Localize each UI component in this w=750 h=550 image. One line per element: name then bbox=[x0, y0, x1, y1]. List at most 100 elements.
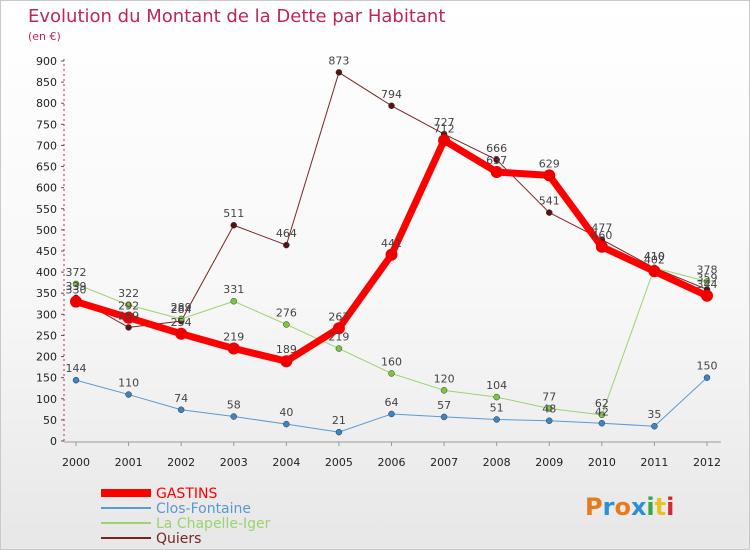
data-point-gastins bbox=[385, 248, 398, 261]
data-label: 441 bbox=[381, 237, 402, 250]
data-label: 120 bbox=[434, 372, 455, 385]
logo-letter: r bbox=[602, 493, 615, 521]
data-point-gastins bbox=[543, 169, 556, 182]
data-label: 254 bbox=[171, 316, 192, 329]
data-point-gastins bbox=[175, 327, 188, 340]
x-tick-label: 2006 bbox=[378, 456, 406, 469]
data-label: 144 bbox=[66, 362, 87, 375]
y-tick-label: 900 bbox=[36, 55, 57, 68]
data-point-clos-fontaine bbox=[230, 413, 237, 420]
x-tick-label: 2010 bbox=[588, 456, 616, 469]
data-point-la-chapelle-iger bbox=[440, 387, 448, 394]
data-point-clos-fontaine bbox=[388, 410, 395, 418]
data-point-quiers bbox=[546, 209, 553, 216]
data-label: 269 bbox=[118, 309, 139, 322]
data-point-la-chapelle-iger bbox=[230, 297, 237, 305]
y-tick-label: 300 bbox=[36, 308, 57, 321]
legend-label: GASTINS bbox=[156, 486, 217, 502]
data-label: 21 bbox=[332, 414, 346, 427]
x-tick-label: 2009 bbox=[535, 456, 563, 469]
data-point-quiers bbox=[125, 324, 132, 331]
series-line-la-chapelle-iger bbox=[75, 267, 708, 416]
series-group bbox=[70, 69, 713, 436]
data-label: 344 bbox=[697, 278, 718, 291]
data-label: 150 bbox=[697, 360, 718, 373]
data-point-la-chapelle-iger bbox=[598, 411, 606, 419]
data-label: 35 bbox=[647, 408, 661, 421]
data-label: 464 bbox=[276, 227, 297, 240]
data-label: 219 bbox=[328, 331, 349, 344]
data-point-clos-fontaine bbox=[598, 420, 606, 427]
data-label: 267 bbox=[328, 310, 349, 323]
data-label: 331 bbox=[223, 283, 244, 296]
data-label: 727 bbox=[434, 116, 455, 129]
y-tick-label: 650 bbox=[36, 161, 57, 174]
data-point-gastins bbox=[595, 240, 608, 253]
x-tick-label: 2008 bbox=[483, 456, 511, 469]
x-tick-label: 2005 bbox=[325, 456, 353, 469]
logo-letter: t bbox=[654, 493, 667, 521]
data-point-clos-fontaine bbox=[440, 413, 448, 421]
data-point-gastins bbox=[438, 134, 451, 147]
data-label: 372 bbox=[66, 266, 87, 279]
y-tick-label: 250 bbox=[36, 329, 57, 342]
x-tick-label: 2004 bbox=[272, 456, 300, 469]
data-point-la-chapelle-iger bbox=[388, 370, 395, 377]
y-tick-label: 600 bbox=[36, 182, 57, 195]
data-point-clos-fontaine bbox=[335, 428, 343, 436]
logo-letter: P bbox=[585, 493, 603, 521]
x-tick-label: 2012 bbox=[693, 456, 721, 469]
data-label: 276 bbox=[276, 306, 297, 319]
y-tick-label: 150 bbox=[36, 372, 57, 385]
data-label: 292 bbox=[118, 300, 139, 313]
data-label: 219 bbox=[223, 331, 244, 344]
data-point-la-chapelle-iger bbox=[177, 315, 185, 323]
y-tick-label: 550 bbox=[36, 203, 57, 216]
data-point-gastins bbox=[70, 295, 82, 308]
data-point-la-chapelle-iger bbox=[546, 405, 553, 412]
series-line-quiers bbox=[75, 71, 708, 328]
data-point-la-chapelle-iger bbox=[335, 345, 343, 352]
data-point-quiers bbox=[335, 69, 343, 76]
data-label: 110 bbox=[118, 377, 139, 390]
data-label: 40 bbox=[279, 406, 293, 419]
data-label: 541 bbox=[539, 195, 560, 208]
data-point-clos-fontaine bbox=[177, 406, 185, 414]
data-label: 477 bbox=[591, 222, 612, 235]
data-point-gastins bbox=[701, 289, 713, 302]
data-label: 42 bbox=[595, 405, 609, 418]
legend-label: Quiers bbox=[156, 531, 201, 547]
data-label: 666 bbox=[486, 142, 507, 155]
data-label: 64 bbox=[385, 396, 399, 409]
chart-title: Evolution du Montant de la Dette par Hab… bbox=[28, 6, 446, 27]
data-label: 402 bbox=[644, 253, 665, 266]
data-point-la-chapelle-iger bbox=[703, 278, 711, 285]
data-label: 460 bbox=[591, 229, 612, 242]
data-label: 51 bbox=[490, 401, 504, 414]
data-point-la-chapelle-iger bbox=[72, 280, 80, 288]
data-point-gastins bbox=[332, 322, 345, 335]
data-point-gastins bbox=[648, 265, 661, 278]
data-point-quiers bbox=[388, 102, 395, 110]
data-point-quiers bbox=[283, 241, 290, 249]
data-point-quiers bbox=[230, 221, 237, 229]
data-point-clos-fontaine bbox=[651, 422, 658, 430]
data-label: 629 bbox=[539, 157, 560, 170]
logo-letter: i bbox=[666, 493, 675, 521]
data-label: 104 bbox=[486, 379, 507, 392]
data-label: 284 bbox=[171, 303, 192, 316]
logo-letter: x bbox=[630, 493, 647, 521]
data-label: 189 bbox=[276, 343, 297, 356]
legend-label: Clos-Fontaine bbox=[156, 501, 251, 517]
data-label: 511 bbox=[223, 207, 244, 220]
chart-subtitle: (en €) bbox=[28, 30, 61, 43]
y-tick-label: 350 bbox=[36, 287, 57, 300]
data-point-clos-fontaine bbox=[283, 420, 290, 428]
data-label: 410 bbox=[644, 250, 665, 263]
data-point-clos-fontaine bbox=[125, 391, 132, 398]
data-label: 873 bbox=[328, 54, 349, 67]
logo-letter: i bbox=[646, 493, 655, 521]
